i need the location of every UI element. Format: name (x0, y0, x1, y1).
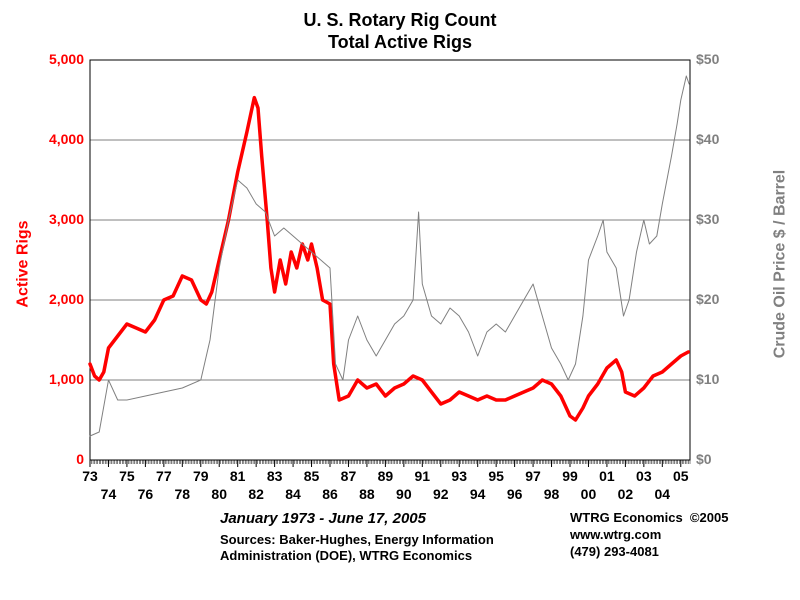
x-tick-label: 81 (230, 468, 246, 484)
right-tick-label: $50 (696, 51, 719, 67)
x-tick-label: 86 (322, 486, 338, 502)
x-tick-label: 77 (156, 468, 172, 484)
x-tick-label: 84 (285, 486, 301, 502)
x-tick-label: 75 (119, 468, 135, 484)
attribution-name: WTRG Economics (570, 510, 683, 525)
left-tick-label: 3,000 (49, 211, 84, 227)
left-tick-label: 5,000 (49, 51, 84, 67)
x-tick-label: 98 (544, 486, 560, 502)
x-tick-label: 92 (433, 486, 449, 502)
right-tick-label: $0 (696, 451, 712, 467)
x-tick-label: 93 (451, 468, 467, 484)
x-tick-label: 73 (82, 468, 98, 484)
attribution-phone: (479) 293-4081 (570, 544, 659, 559)
x-tick-label: 87 (341, 468, 357, 484)
left-tick-label: 0 (76, 451, 84, 467)
sources-label: Sources: Baker-Hughes, Energy Informatio… (220, 532, 500, 565)
x-tick-label: 82 (248, 486, 264, 502)
right-tick-label: $10 (696, 371, 719, 387)
x-tick-label: 90 (396, 486, 412, 502)
x-tick-label: 78 (175, 486, 191, 502)
x-tick-label: 01 (599, 468, 615, 484)
x-tick-label: 95 (488, 468, 504, 484)
attribution-copyright: ©2005 (690, 510, 729, 525)
x-tick-label: 02 (618, 486, 634, 502)
x-tick-label: 79 (193, 468, 209, 484)
x-tick-label: 05 (673, 468, 689, 484)
left-tick-label: 1,000 (49, 371, 84, 387)
x-tick-label: 74 (101, 486, 117, 502)
left-tick-label: 4,000 (49, 131, 84, 147)
right-axis-label: Crude Oil Price $ / Barrel (772, 170, 790, 359)
x-tick-label: 80 (211, 486, 227, 502)
x-tick-label: 99 (562, 468, 578, 484)
left-axis-label: Active Rigs (15, 220, 33, 307)
x-tick-label: 89 (378, 468, 394, 484)
x-tick-label: 04 (655, 486, 671, 502)
x-tick-label: 94 (470, 486, 486, 502)
x-tick-label: 85 (304, 468, 320, 484)
x-tick-label: 00 (581, 486, 597, 502)
right-tick-label: $40 (696, 131, 719, 147)
x-tick-label: 96 (507, 486, 523, 502)
x-tick-label: 76 (138, 486, 154, 502)
x-tick-label: 97 (525, 468, 541, 484)
right-tick-label: $20 (696, 291, 719, 307)
left-tick-label: 2,000 (49, 291, 84, 307)
attribution-block: WTRG Economics ©2005 www.wtrg.com (479) … (570, 510, 728, 561)
x-tick-label: 03 (636, 468, 652, 484)
x-tick-label: 91 (415, 468, 431, 484)
right-tick-label: $30 (696, 211, 719, 227)
date-range-label: January 1973 - June 17, 2005 (220, 510, 426, 527)
x-tick-label: 88 (359, 486, 375, 502)
x-tick-label: 83 (267, 468, 283, 484)
attribution-url: www.wtrg.com (570, 527, 661, 542)
chart-container: U. S. Rotary Rig Count Total Active Rigs… (0, 0, 800, 600)
